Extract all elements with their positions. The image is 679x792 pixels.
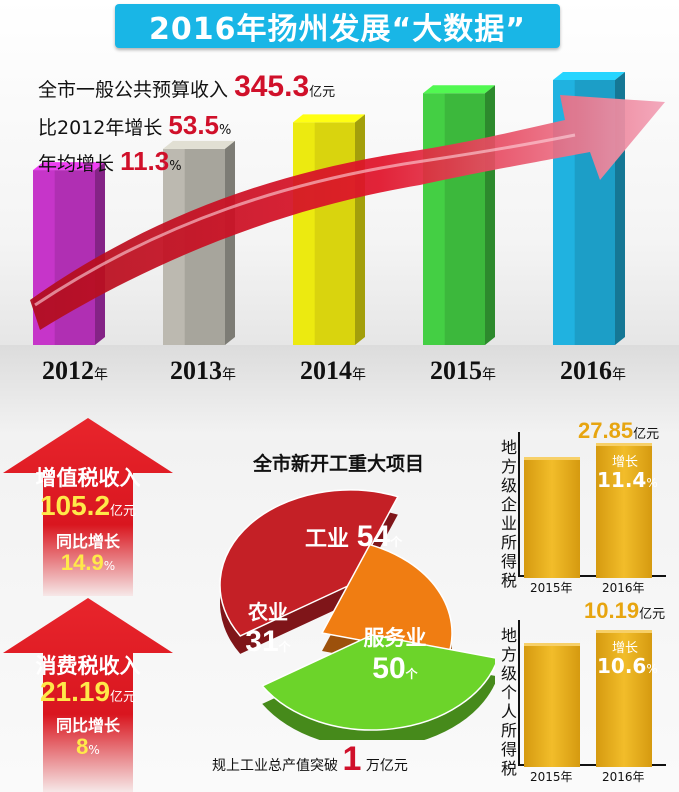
vat-panel: 增值税收入 105.2亿元 同比增长 14.9% bbox=[3, 418, 173, 593]
vat-growth-unit: % bbox=[103, 559, 116, 573]
pie-title: 全市新开工重大项目 bbox=[253, 453, 425, 475]
personal-tax-ylabel: 地方级个人所得税 bbox=[500, 626, 517, 778]
year-label: 2015年 bbox=[430, 356, 496, 385]
consumption-tax-title: 消费税收入 bbox=[35, 654, 141, 678]
title-banner: 2016年扬州发展“大数据” bbox=[115, 4, 560, 48]
vat-unit: 亿元 bbox=[110, 504, 137, 519]
corporate-tax-ylabel: 地方级企业所得税 bbox=[500, 438, 517, 590]
year-label: 2014年 bbox=[300, 356, 366, 385]
bar-2014 bbox=[293, 114, 365, 346]
consumption-tax-value-line: 21.19亿元 bbox=[3, 676, 173, 708]
consumption-tax-growth-line: 8% bbox=[3, 734, 173, 760]
consumption-tax-growth-unit: % bbox=[88, 743, 100, 757]
personal-tax-x-2015: 2015年 bbox=[530, 770, 573, 784]
corporate-tax-yaxis bbox=[518, 432, 520, 576]
industrial-output-suffix: 万亿元 bbox=[365, 758, 408, 774]
pie-label-services-unit: 个 bbox=[405, 667, 418, 681]
pie-label-industry-unit: 个 bbox=[390, 535, 403, 549]
pie-label-agriculture: 农业 31个 bbox=[238, 596, 298, 659]
corporate-tax-bar-2015 bbox=[524, 456, 580, 578]
personal-tax-value: 10.19亿元 bbox=[584, 598, 666, 623]
corporate-tax-growth-label: 增长 bbox=[611, 455, 638, 470]
stat-growth-2012-value: 53.5 bbox=[168, 110, 220, 140]
year-label: 2016年 bbox=[560, 356, 626, 385]
industrial-output-prefix: 规上工业总产值突破 bbox=[212, 758, 338, 774]
personal-tax-yaxis bbox=[518, 620, 520, 765]
year-label: 2012年 bbox=[42, 356, 108, 385]
stat-budget-unit: 亿元 bbox=[309, 85, 336, 100]
personal-tax-bar-2015 bbox=[524, 642, 580, 767]
personal-tax-x-2016: 2016年 bbox=[602, 770, 645, 784]
vat-value: 105.2 bbox=[39, 490, 111, 521]
industrial-output-value: 1 bbox=[342, 740, 362, 778]
stat-budget: 全市一般公共预算收入 345.3亿元 bbox=[38, 70, 335, 104]
bar-2015 bbox=[423, 85, 495, 345]
year-label: 2013年 bbox=[170, 356, 236, 385]
projects-pie-chart bbox=[219, 489, 495, 740]
industrial-output-note: 规上工业总产值突破 1 万亿元 bbox=[212, 740, 408, 779]
stat-budget-label: 全市一般公共预算收入 bbox=[38, 79, 229, 101]
growth-arrow bbox=[30, 95, 665, 330]
stat-annual-growth-label: 年均增长 bbox=[38, 153, 115, 175]
pie-label-agriculture-value: 31 bbox=[245, 625, 279, 658]
pie-label-industry-value: 54 bbox=[356, 520, 391, 553]
vat-growth: 14.9 bbox=[60, 550, 104, 575]
stat-growth-2012: 比2012年增长 53.5% bbox=[38, 110, 231, 141]
pie-slice-2 bbox=[261, 634, 495, 740]
vat-title: 增值税收入 bbox=[35, 466, 141, 490]
stat-annual-growth-unit: % bbox=[169, 159, 182, 174]
consumption-tax-panel: 消费税收入 21.19亿元 同比增长 8% bbox=[3, 598, 173, 773]
pie-label-services-name: 服务业 bbox=[363, 626, 427, 650]
personal-tax-growth: 10.6% bbox=[597, 654, 658, 678]
growth-arrow-highlight bbox=[34, 133, 576, 307]
consumption-tax-growth: 8 bbox=[76, 734, 89, 759]
vat-value-line: 105.2亿元 bbox=[3, 490, 173, 522]
corporate-tax-bar-2016 bbox=[596, 443, 652, 578]
personal-tax-growth-label: 增长 bbox=[611, 641, 638, 656]
pie-label-agriculture-name: 农业 bbox=[248, 600, 288, 624]
stat-budget-value: 345.3 bbox=[234, 70, 310, 103]
vat-growth-label: 同比增长 bbox=[55, 532, 120, 551]
pie-label-services-value: 50 bbox=[372, 652, 406, 685]
vat-arrow bbox=[3, 418, 173, 596]
pie-label-agriculture-unit: 个 bbox=[278, 640, 291, 654]
corporate-tax-value: 27.85亿元 bbox=[578, 418, 660, 443]
personal-tax-xaxis bbox=[518, 764, 666, 766]
consumption-tax-unit: 亿元 bbox=[110, 690, 137, 705]
revenue-bar-chart bbox=[30, 72, 665, 346]
stat-growth-2012-unit: % bbox=[219, 123, 232, 138]
corporate-tax-x-2015: 2015年 bbox=[530, 581, 573, 595]
stat-annual-growth-value: 11.3 bbox=[120, 146, 170, 176]
page-title: 2016年扬州发展“大数据” bbox=[149, 12, 526, 47]
personal-tax-bar-2016 bbox=[596, 630, 652, 767]
vat-growth-line: 14.9% bbox=[3, 550, 173, 576]
consumption-tax-value: 21.19 bbox=[39, 676, 111, 707]
consumption-tax-growth-label: 同比增长 bbox=[55, 716, 120, 735]
stat-annual-growth: 年均增长 11.3% bbox=[38, 146, 182, 177]
corporate-tax-xaxis bbox=[518, 575, 666, 577]
pie-label-services: 服务业 50个 bbox=[355, 622, 435, 686]
stat-growth-2012-label: 比2012年增长 bbox=[38, 117, 163, 139]
consumption-tax-arrow bbox=[3, 598, 173, 792]
pie-slice-0 bbox=[219, 489, 399, 654]
corporate-tax-growth: 11.4% bbox=[597, 468, 658, 492]
corporate-tax-x-2016: 2016年 bbox=[602, 581, 645, 595]
pie-label-industry-name: 工业 bbox=[305, 527, 350, 552]
pie-label-industry: 工业 54个 bbox=[305, 520, 402, 554]
